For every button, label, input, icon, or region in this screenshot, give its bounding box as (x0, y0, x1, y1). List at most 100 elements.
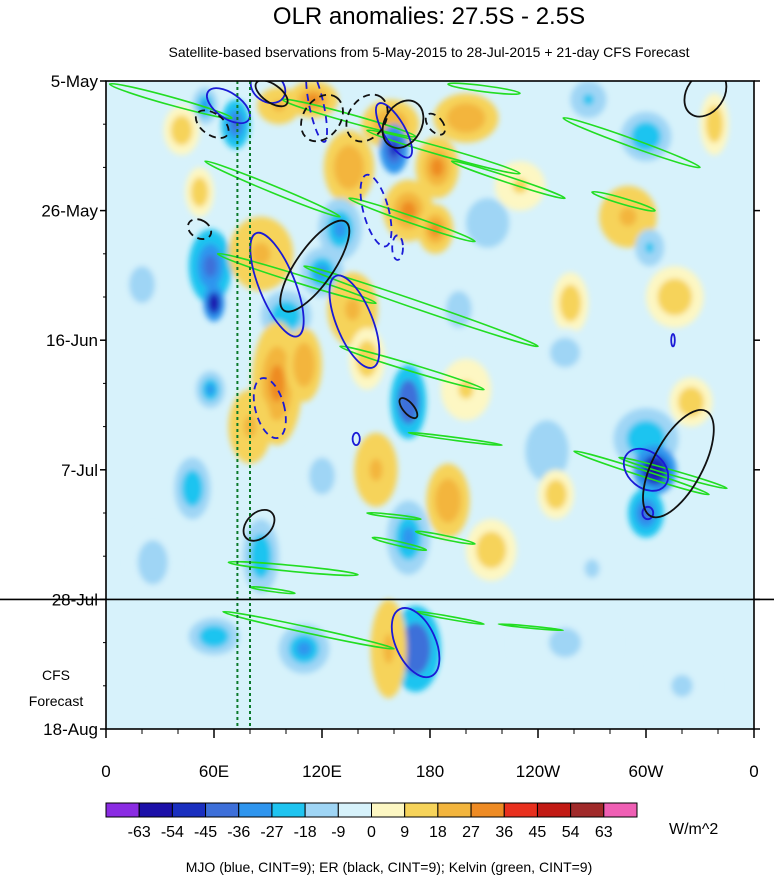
anomaly-blob-peak (710, 114, 719, 134)
anomaly-blob-peak (361, 349, 373, 368)
er-contour (381, 99, 425, 149)
colorbar-swatch (603, 802, 638, 818)
footnote: MJO (blue, CINT=9); ER (black, CINT=9); … (186, 859, 593, 875)
mjo-contour (359, 173, 393, 248)
anomaly-blob-peak (565, 293, 576, 313)
anomaly-blob-peak (408, 635, 424, 662)
anomaly-blob-peak (206, 384, 215, 396)
er-contour (300, 93, 344, 143)
kelvin-contour (108, 82, 233, 120)
anomaly-blob-peak (483, 540, 499, 560)
anomaly-blob-peak (231, 116, 240, 132)
er-contour (254, 81, 289, 108)
anomaly-blob-peak (135, 275, 149, 294)
anomaly-blob-peak (619, 207, 637, 227)
anomaly-blob-peak (645, 242, 654, 254)
kelvin-contour (447, 82, 521, 96)
x-tick-label: 0 (101, 762, 110, 781)
anomaly-blob-peak (333, 219, 347, 239)
colorbar-level-label: 0 (367, 824, 376, 841)
colorbar-level-label: 45 (529, 824, 547, 841)
colorbar-swatch (337, 802, 372, 818)
colorbar-level-label: -18 (294, 824, 317, 841)
x-tick-label: 180 (416, 762, 444, 781)
colorbar-swatch (536, 802, 572, 818)
colorbar-swatch (371, 802, 406, 818)
anomaly-blob-peak (243, 415, 257, 438)
anomaly-blob-peak (176, 122, 188, 138)
mjo-contour (622, 447, 670, 492)
colorbar: -63 -54 -45 -36 -27 -18 -9 0 9 18 27 36 45 54 63 (105, 802, 638, 841)
anomaly-blob-peak (341, 156, 357, 179)
colorbar-units: W/m^2 (669, 821, 718, 838)
mjo-contour (641, 505, 655, 521)
colorbar-swatch (404, 802, 439, 818)
colorbar-swatch (138, 802, 173, 818)
er-contour (242, 509, 276, 542)
kelvin-contour (407, 431, 503, 447)
kelvin-contour (366, 511, 422, 521)
colorbar-level-label: 27 (462, 824, 480, 841)
anomaly-blob-peak (251, 242, 271, 265)
anomaly-blob-peak (636, 429, 656, 449)
mjo-contour (249, 81, 287, 104)
x-tick-label: 0 (749, 762, 758, 781)
kelvin-contour (204, 160, 341, 218)
colorbar-level-label: -36 (227, 824, 250, 841)
anomaly-blob-peak (203, 255, 217, 278)
anomaly-blob-peak (305, 93, 321, 106)
colorbar-swatch (171, 802, 207, 818)
kelvin-contour (591, 190, 656, 212)
chart-title: OLR anomalies: 27.5S - 2.5S (273, 3, 585, 30)
kelvin-contour (348, 197, 476, 243)
anomaly-blob-peak (315, 466, 329, 486)
anomaly-blob-peak (369, 458, 383, 481)
kelvin-contour (497, 623, 565, 632)
anomaly-blob-peak (456, 110, 476, 126)
anomaly-blob-peak (131, 639, 153, 659)
colorbar-swatch (503, 802, 538, 818)
y-tick-label: 18-Aug (43, 720, 98, 739)
y-axis: 5-May 26-May 16-Jun 7-Jul 28-Jul 18-Aug (41, 72, 760, 739)
forecast-label-forecast: Forecast (29, 693, 84, 709)
anomaly-blob-peak (403, 390, 414, 414)
colorbar-swatch (205, 802, 240, 818)
kelvin-contour (339, 345, 485, 391)
mjo-contour (249, 231, 305, 338)
mjo-contour (328, 274, 381, 369)
anomaly-blob-peak (298, 353, 310, 376)
anomaly-blob-peak (430, 158, 444, 177)
er-contour (279, 219, 351, 313)
anomaly-blob-peak (671, 674, 693, 697)
er-contour (683, 81, 728, 118)
anomaly-blob-peak (278, 308, 294, 323)
kelvin-contour (562, 116, 701, 169)
anomaly-blob-peak (195, 184, 204, 200)
x-tick-label: 120E (302, 762, 342, 781)
y-tick-label: 7-Jul (61, 461, 98, 480)
anomaly-blob-peak (210, 297, 218, 309)
mjo-contour (670, 333, 676, 348)
anomaly-blob-peak (638, 129, 654, 144)
chart-subtitle: Satellite-based bservations from 5-May-2… (169, 44, 690, 60)
anomaly-blob-peak (400, 201, 416, 220)
colorbar-swatch (437, 802, 472, 818)
colorbar-level-label: -9 (331, 824, 345, 841)
colorbar-level-label: -63 (128, 824, 151, 841)
er-contour (194, 109, 230, 139)
kelvin-contour (414, 530, 476, 545)
kelvin-contour (618, 456, 728, 490)
mjo-contour (375, 102, 413, 159)
y-tick-label: 28-Jul (52, 590, 98, 609)
colorbar-level-label: -45 (194, 824, 217, 841)
er-contour (187, 218, 213, 240)
kelvin-contour (366, 129, 521, 175)
mjo-contour (351, 431, 361, 447)
er-contour (345, 93, 389, 143)
anomaly-blob-peak (666, 287, 684, 307)
colorbar-swatch (271, 802, 306, 818)
kelvin-contour (573, 450, 710, 496)
anomaly-blob-peak (441, 489, 455, 512)
mjo-contour (391, 234, 404, 261)
